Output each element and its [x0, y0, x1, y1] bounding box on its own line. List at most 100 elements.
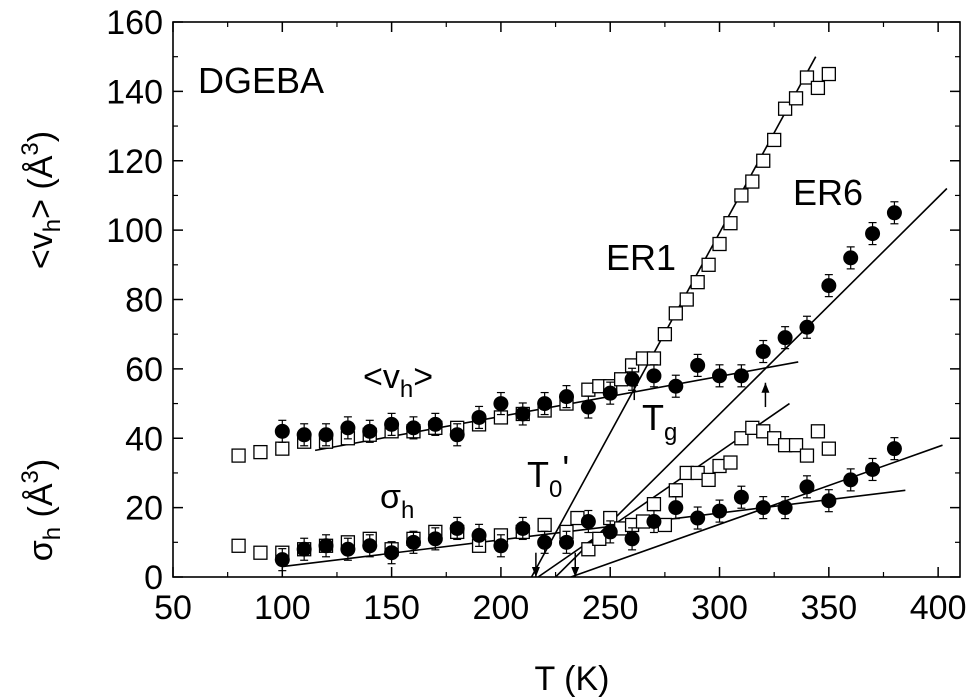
- data-point-series-3: [580, 514, 596, 529]
- data-point-series-0: [679, 292, 694, 307]
- data-point-series-1: [886, 205, 902, 221]
- arrow-head-0: [531, 567, 540, 577]
- data-point-series-0: [253, 444, 268, 460]
- material-label: DGEBA: [198, 60, 324, 101]
- data-point-series-3: [318, 538, 334, 554]
- data-point-series-0: [231, 448, 246, 463]
- data-point-series-3: [777, 500, 793, 516]
- data-point-series-1: [843, 250, 859, 266]
- data-point-series-3: [624, 531, 640, 547]
- data-point-series-0: [712, 236, 727, 252]
- data-point-series-3: [515, 520, 531, 536]
- data-point-series-3: [886, 441, 902, 457]
- data-point-series-3: [646, 514, 662, 529]
- y-tick-label: 60: [125, 351, 163, 389]
- data-point-series-0: [657, 327, 673, 342]
- data-point-series-1: [733, 368, 749, 384]
- data-point-series-1: [865, 226, 881, 242]
- data-point-series-3: [405, 534, 421, 550]
- data-point-series-1: [646, 368, 662, 384]
- data-point-series-1: [602, 385, 618, 401]
- data-point-series-1: [274, 423, 290, 439]
- data-point-series-0: [745, 174, 760, 189]
- data-point-series-0: [767, 132, 782, 148]
- data-point-series-0: [734, 188, 749, 203]
- data-point-series-0: [668, 306, 683, 321]
- y-tick-label: 80: [125, 282, 163, 320]
- data-point-series-3: [602, 524, 618, 540]
- data-point-series-3: [384, 545, 400, 561]
- data-point-series-1: [384, 416, 400, 432]
- data-point-series-1: [427, 416, 443, 432]
- data-point-series-0: [799, 70, 815, 85]
- data-point-series-2: [821, 441, 836, 456]
- data-point-series-0: [788, 91, 804, 106]
- data-point-series-0: [701, 257, 716, 272]
- data-point-series-2: [734, 431, 749, 446]
- data-point-series-1: [340, 420, 356, 436]
- y-tick-label: 100: [106, 212, 163, 250]
- data-point-series-3: [821, 493, 837, 509]
- y-tick-label: 0: [144, 559, 163, 597]
- data-point-series-3: [493, 538, 509, 554]
- fit-line-2: [555, 187, 948, 577]
- data-point-series-1: [799, 319, 815, 335]
- data-point-series-3: [712, 503, 728, 519]
- data-point-series-2: [799, 448, 815, 463]
- y-axis-title-lower: σh (Å3): [17, 459, 66, 561]
- data-point-series-1: [296, 427, 312, 443]
- data-point-series-3: [274, 552, 290, 568]
- x-tick-label: 250: [582, 589, 639, 627]
- data-point-series-1: [559, 389, 574, 405]
- data-point-series-1: [318, 427, 334, 443]
- arrow-head-1: [571, 567, 580, 577]
- data-point-series-3: [668, 500, 684, 516]
- tg-label: Tg: [642, 397, 677, 446]
- data-point-series-1: [690, 357, 706, 373]
- data-point-series-3: [427, 531, 443, 547]
- data-point-series-1: [755, 344, 771, 360]
- data-point-series-3: [799, 479, 815, 495]
- sigma-label: σh: [380, 478, 414, 524]
- data-point-series-2: [810, 424, 826, 439]
- data-point-series-2: [253, 545, 268, 560]
- data-point-series-3: [865, 461, 881, 477]
- data-point-series-1: [777, 330, 793, 346]
- arrow-head-2: [630, 375, 639, 386]
- data-point-series-2: [723, 455, 738, 470]
- x-tick-label: 150: [363, 589, 420, 627]
- data-point-series-0: [810, 80, 826, 96]
- data-point-series-1: [821, 278, 837, 294]
- data-point-series-2: [231, 538, 246, 553]
- y-axis-title-upper: <vh> (Å3): [17, 131, 66, 269]
- data-point-series-3: [690, 510, 706, 526]
- data-point-series-3: [559, 534, 574, 550]
- data-point-series-2: [581, 542, 596, 557]
- plot-frame: [172, 21, 961, 578]
- x-tick-label: 50: [154, 589, 192, 627]
- data-point-series-1: [362, 423, 378, 439]
- data-point-series-1: [580, 399, 596, 415]
- x-tick-label: 300: [691, 589, 748, 627]
- data-point-series-3: [362, 538, 378, 554]
- data-point-series-2: [701, 472, 716, 488]
- data-point-series-3: [843, 472, 859, 488]
- data-point-series-0: [723, 216, 738, 231]
- data-point-series-3: [449, 520, 465, 536]
- y-tick-label: 120: [106, 143, 163, 181]
- x-tick-label: 400: [910, 589, 967, 627]
- x-axis-title: T (K): [535, 660, 610, 698]
- data-point-series-1: [449, 427, 465, 443]
- data-point-series-1: [405, 420, 421, 436]
- data-point-series-1: [712, 368, 728, 384]
- data-point-series-0: [275, 441, 290, 456]
- y-tick-label: 40: [125, 420, 163, 458]
- data-point-series-3: [733, 489, 749, 505]
- data-point-series-3: [755, 500, 771, 516]
- data-point-series-1: [515, 406, 531, 422]
- data-point-series-2: [668, 483, 683, 498]
- data-point-series-0: [821, 66, 836, 82]
- data-point-series-0: [646, 351, 662, 366]
- data-point-series-0: [690, 275, 705, 290]
